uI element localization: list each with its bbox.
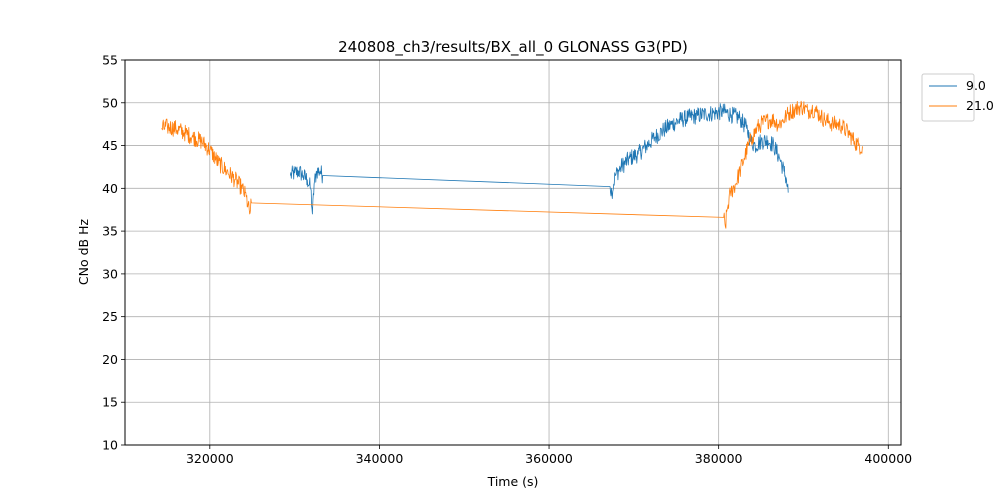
chart-title: 240808_ch3/results/BX_all_0 GLONASS G3(P… bbox=[338, 38, 688, 57]
y-tick-label: 30 bbox=[102, 266, 118, 281]
series-line-9-0 bbox=[290, 103, 789, 215]
x-tick-label: 340000 bbox=[356, 451, 404, 466]
y-tick-label: 40 bbox=[102, 181, 118, 196]
legend-label-9-0: 9.0 bbox=[966, 78, 986, 93]
y-tick-label: 25 bbox=[102, 309, 118, 324]
x-tick-label: 380000 bbox=[695, 451, 743, 466]
y-tick-label: 35 bbox=[102, 224, 118, 239]
y-tick-label: 15 bbox=[102, 395, 118, 410]
y-tick-label: 50 bbox=[102, 95, 118, 110]
legend-label-21-0: 21.0 bbox=[966, 98, 994, 113]
x-tick-label: 400000 bbox=[864, 451, 912, 466]
y-tick-label: 10 bbox=[102, 438, 118, 453]
legend: 9.0 21.0 bbox=[921, 73, 994, 122]
y-tick-label: 45 bbox=[102, 138, 118, 153]
plot-frame bbox=[124, 59, 902, 446]
x-axis-label: Time (s) bbox=[487, 474, 539, 489]
y-tick-label: 55 bbox=[102, 53, 118, 68]
axis-ticks: 320000 340000 360000 380000 400000 10 15 20 25 30… bbox=[102, 53, 912, 467]
x-tick-label: 320000 bbox=[186, 451, 234, 466]
series-line-21-0 bbox=[161, 100, 864, 229]
x-tick-label: 360000 bbox=[525, 451, 573, 466]
y-axis-label: CNo dB Hz bbox=[76, 218, 91, 285]
series-layer bbox=[161, 100, 864, 229]
y-tick-label: 20 bbox=[102, 352, 118, 367]
